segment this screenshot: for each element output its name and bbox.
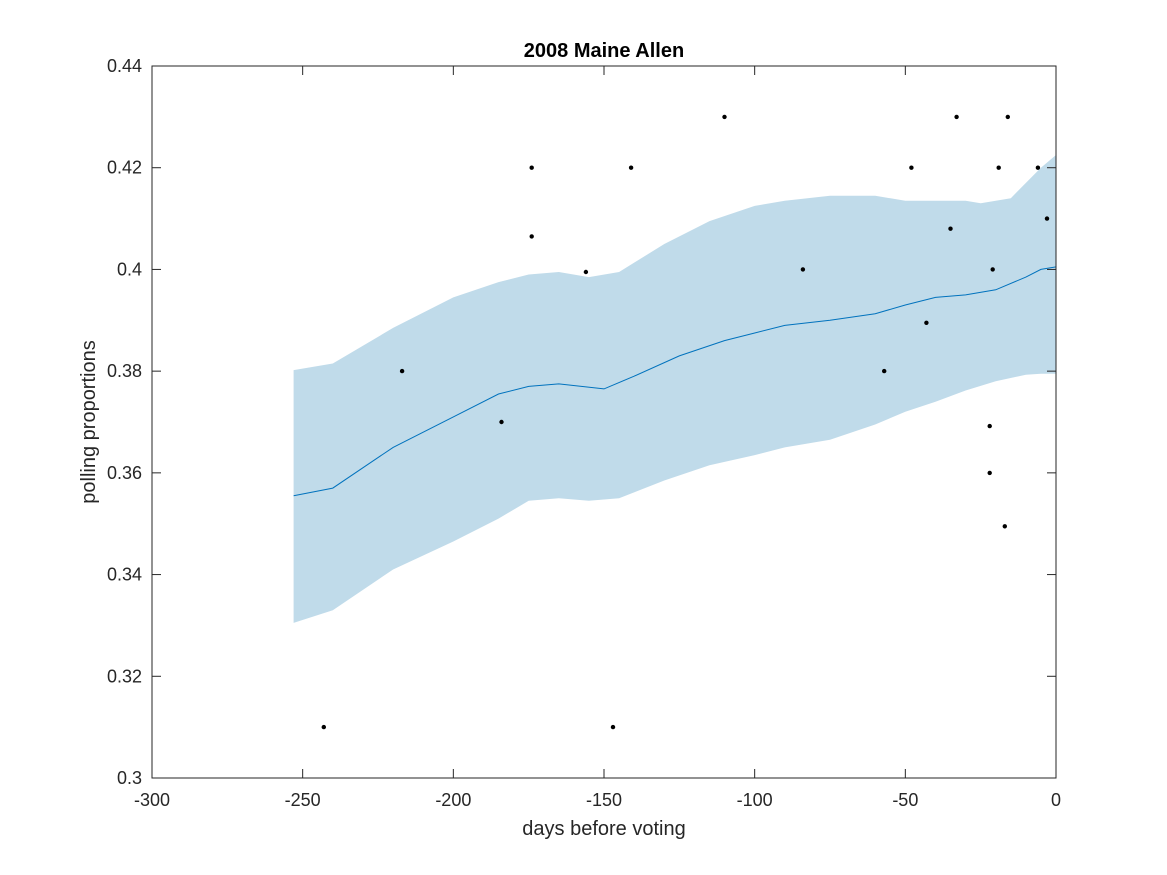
x-tick-label: -300 [134,790,170,810]
y-tick-label: 0.44 [107,56,142,76]
data-point [722,114,727,120]
data-point [954,114,959,120]
data-point [1044,216,1050,221]
data-point [321,724,326,730]
y-tick-label: 0.42 [107,158,142,178]
data-point [399,368,405,374]
data-point [990,267,995,272]
data-point [610,724,616,730]
chart-title: 2008 Maine Allen [524,40,684,62]
data-point [924,320,929,325]
data-point [987,470,992,476]
data-point [1005,114,1010,120]
data-point [1035,165,1041,170]
y-axis-label: polling proportions [78,340,100,503]
data-points-layer [321,114,1050,730]
x-tick-label: -50 [892,790,918,810]
data-point [987,423,992,429]
x-tick-label: -200 [435,790,471,810]
y-tick-label: 0.36 [107,463,142,483]
y-tick-label: 0.38 [107,361,142,381]
x-axis-ticks: -300 -250 -200 -150 -100 -50 0 [134,66,1061,810]
confidence-band [293,155,1057,623]
y-axis-ticks: 0.3 0.32 0.34 0.36 0.38 0.4 0.42 0.44 [107,56,1056,788]
data-point [529,234,534,239]
data-point [882,368,887,374]
data-point [948,226,953,231]
x-axis-label: days before voting [522,818,685,840]
y-tick-label: 0.34 [107,565,142,585]
data-point [909,165,914,170]
x-tick-label: -100 [737,790,773,810]
y-tick-label: 0.3 [117,768,142,788]
mean-line [293,266,1057,497]
data-point [996,165,1001,170]
data-point [499,419,504,425]
data-point [529,165,534,170]
data-point [800,267,806,272]
mean-line-layer [293,266,1057,497]
confidence-band-layer [293,155,1057,623]
data-point [1002,524,1007,529]
y-tick-label: 0.32 [107,666,142,686]
x-tick-label: -250 [285,790,321,810]
x-tick-label: 0 [1051,790,1061,810]
data-point [583,269,589,275]
data-point [628,165,634,170]
y-tick-label: 0.4 [117,259,142,279]
x-tick-label: -150 [586,790,622,810]
